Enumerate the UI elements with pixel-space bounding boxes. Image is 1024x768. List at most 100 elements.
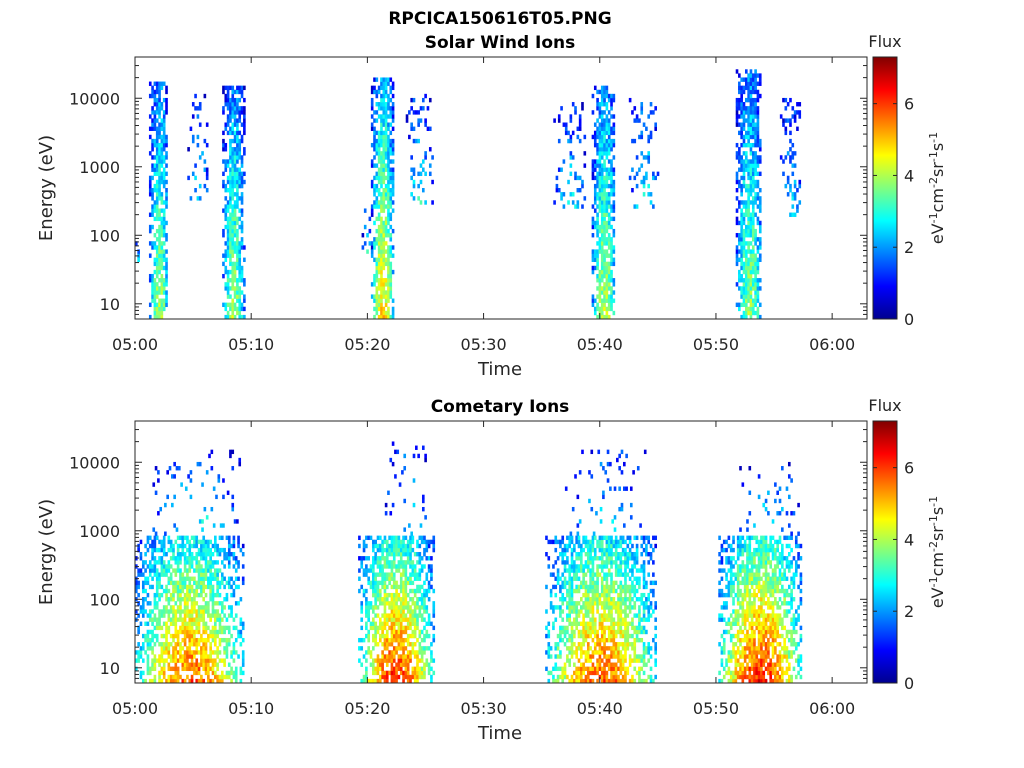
heatmap-cell bbox=[380, 224, 383, 230]
heatmap-cell bbox=[798, 110, 802, 115]
heatmap-cell bbox=[392, 633, 396, 639]
heatmap-cell bbox=[751, 163, 755, 168]
heatmap-cell bbox=[144, 560, 147, 565]
heatmap-cell bbox=[751, 269, 755, 275]
heatmap-cell bbox=[220, 637, 224, 643]
heatmap-cell bbox=[220, 658, 224, 663]
heatmap-cell bbox=[600, 568, 604, 573]
heatmap-cell bbox=[552, 564, 555, 569]
heatmap-cell bbox=[605, 278, 609, 283]
heatmap-cell bbox=[151, 568, 154, 573]
heatmap-cell bbox=[598, 592, 602, 598]
heatmap-cell bbox=[383, 564, 387, 569]
heatmap-cell bbox=[580, 642, 583, 647]
heatmap-cell bbox=[172, 584, 175, 590]
heatmap-cell bbox=[598, 196, 602, 201]
heatmap-cell bbox=[605, 306, 609, 312]
heatmap-cell bbox=[360, 617, 364, 622]
heatmap-cell bbox=[570, 597, 574, 602]
heatmap-cell bbox=[200, 654, 203, 659]
panel-solar-wind-ions: Solar Wind Ions 05:00 05:10 05:20 05:30 05:4… bbox=[36, 32, 947, 380]
heatmap-cell bbox=[158, 658, 161, 663]
heatmap-cell bbox=[413, 666, 417, 672]
heatmap-cell bbox=[649, 134, 653, 140]
heatmap-cell bbox=[370, 249, 374, 254]
heatmap-cell bbox=[591, 601, 595, 606]
heatmap-cell bbox=[418, 646, 422, 651]
heatmap-cell bbox=[380, 233, 383, 238]
heatmap-cell bbox=[379, 637, 382, 643]
heatmap-cell bbox=[238, 183, 242, 189]
heatmap-cell bbox=[382, 228, 386, 234]
heatmap-cell bbox=[561, 552, 565, 557]
heatmap-cell bbox=[756, 122, 760, 127]
heatmap-cell bbox=[596, 130, 599, 136]
heatmap-cell bbox=[211, 670, 215, 676]
heatmap-cell bbox=[240, 290, 244, 295]
heatmap-cell bbox=[413, 642, 417, 647]
heatmap-cell bbox=[735, 151, 739, 156]
heatmap-cell bbox=[231, 208, 235, 213]
heatmap-cell bbox=[591, 269, 595, 275]
heatmap-cell bbox=[370, 114, 374, 119]
heatmap-cell bbox=[236, 282, 239, 287]
heatmap-cell bbox=[395, 666, 398, 672]
heatmap-cell bbox=[148, 175, 152, 181]
heatmap-cell bbox=[384, 142, 388, 148]
heatmap-cell bbox=[195, 592, 199, 598]
heatmap-cell bbox=[395, 552, 398, 557]
heatmap-cell bbox=[389, 179, 393, 185]
heatmap-cell bbox=[197, 642, 201, 647]
heatmap-cell bbox=[742, 290, 746, 295]
x-tick-label: 05:40 bbox=[577, 335, 623, 354]
heatmap-cell bbox=[236, 204, 239, 209]
heatmap-cell bbox=[231, 506, 235, 512]
heatmap-cell bbox=[240, 196, 244, 201]
heatmap-cell bbox=[237, 576, 240, 581]
heatmap-cell bbox=[374, 543, 377, 549]
heatmap-cell bbox=[417, 110, 420, 115]
heatmap-cell bbox=[749, 200, 753, 205]
heatmap-cell bbox=[740, 192, 743, 197]
heatmap-cell bbox=[573, 617, 576, 622]
heatmap-cell bbox=[238, 130, 242, 136]
heatmap-cell bbox=[135, 584, 138, 590]
heatmap-cell bbox=[229, 167, 232, 172]
heatmap-cell bbox=[586, 568, 590, 573]
heatmap-cell bbox=[376, 560, 380, 565]
heatmap-cell bbox=[423, 650, 426, 655]
heatmap-cell bbox=[569, 138, 573, 144]
heatmap-cell bbox=[374, 597, 377, 602]
heatmap-cell bbox=[605, 678, 609, 683]
heatmap-cell bbox=[390, 629, 394, 635]
heatmap-cell bbox=[174, 580, 178, 586]
heatmap-cell bbox=[751, 73, 755, 78]
heatmap-cell bbox=[226, 290, 230, 295]
heatmap-cell bbox=[193, 539, 196, 545]
heatmap-cell bbox=[607, 539, 611, 545]
heatmap-cell bbox=[158, 580, 161, 586]
heatmap-cell bbox=[360, 609, 364, 614]
heatmap-cell bbox=[740, 110, 743, 115]
heatmap-cell bbox=[619, 642, 623, 647]
heatmap-cell bbox=[238, 179, 242, 185]
heatmap-cell bbox=[654, 122, 657, 127]
heatmap-cell bbox=[232, 539, 236, 545]
heatmap-cell bbox=[222, 233, 225, 238]
heatmap-cell bbox=[158, 625, 161, 631]
heatmap-cell bbox=[387, 175, 390, 181]
heatmap-cell bbox=[573, 560, 576, 565]
heatmap-cell bbox=[605, 269, 609, 275]
heatmap-cell bbox=[226, 159, 230, 164]
heatmap-cell bbox=[226, 220, 230, 226]
heatmap-cell bbox=[160, 216, 164, 222]
heatmap-cell bbox=[379, 666, 382, 672]
heatmap-cell bbox=[586, 625, 590, 631]
heatmap-cell bbox=[404, 568, 408, 573]
heatmap-cell bbox=[403, 453, 407, 459]
heatmap-cell bbox=[151, 658, 154, 663]
heatmap-cell bbox=[389, 122, 393, 127]
y-tick-label: 10 bbox=[100, 295, 120, 314]
heatmap-cell bbox=[204, 625, 208, 631]
heatmap-cell bbox=[374, 605, 377, 610]
